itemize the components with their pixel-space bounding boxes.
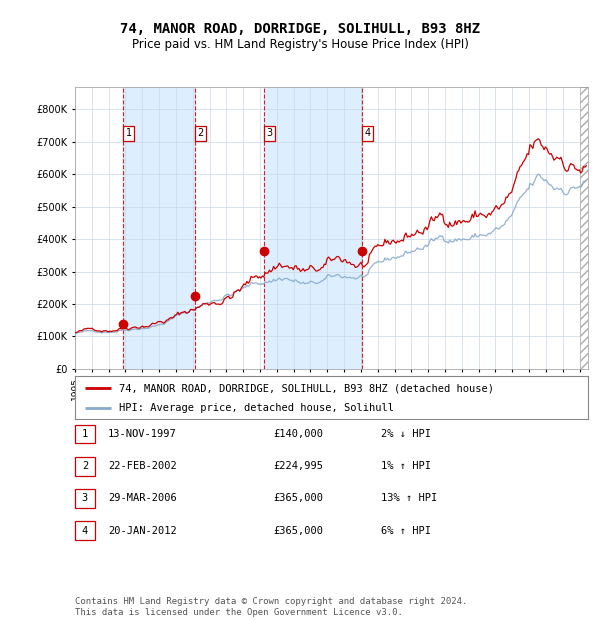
Text: 29-MAR-2006: 29-MAR-2006: [108, 494, 177, 503]
Bar: [264, 87, 362, 369]
Text: Contains HM Land Registry data © Crown copyright and database right 2024.
This d: Contains HM Land Registry data © Crown c…: [75, 598, 467, 617]
Text: 2% ↓ HPI: 2% ↓ HPI: [381, 429, 431, 439]
Text: 4: 4: [82, 526, 88, 536]
Text: 4: 4: [364, 128, 370, 138]
Text: 2: 2: [82, 461, 88, 471]
Text: 20-JAN-2012: 20-JAN-2012: [108, 526, 177, 536]
Text: Price paid vs. HM Land Registry's House Price Index (HPI): Price paid vs. HM Land Registry's House …: [131, 38, 469, 51]
Text: 22-FEB-2002: 22-FEB-2002: [108, 461, 177, 471]
Text: 1% ↑ HPI: 1% ↑ HPI: [381, 461, 431, 471]
Text: HPI: Average price, detached house, Solihull: HPI: Average price, detached house, Soli…: [119, 403, 394, 413]
Text: 3: 3: [266, 128, 273, 138]
Text: 74, MANOR ROAD, DORRIDGE, SOLIHULL, B93 8HZ (detached house): 74, MANOR ROAD, DORRIDGE, SOLIHULL, B93 …: [119, 383, 494, 393]
Bar: [123, 87, 195, 369]
Text: £140,000: £140,000: [273, 429, 323, 439]
Text: 2: 2: [197, 128, 204, 138]
Text: £365,000: £365,000: [273, 494, 323, 503]
Text: 1: 1: [82, 429, 88, 439]
Text: 1: 1: [126, 128, 132, 138]
Text: 6% ↑ HPI: 6% ↑ HPI: [381, 526, 431, 536]
Text: 74, MANOR ROAD, DORRIDGE, SOLIHULL, B93 8HZ: 74, MANOR ROAD, DORRIDGE, SOLIHULL, B93 …: [120, 22, 480, 36]
Bar: [580, 87, 596, 369]
Text: 13% ↑ HPI: 13% ↑ HPI: [381, 494, 437, 503]
Text: 3: 3: [82, 494, 88, 503]
Text: £365,000: £365,000: [273, 526, 323, 536]
Text: 13-NOV-1997: 13-NOV-1997: [108, 429, 177, 439]
Text: £224,995: £224,995: [273, 461, 323, 471]
